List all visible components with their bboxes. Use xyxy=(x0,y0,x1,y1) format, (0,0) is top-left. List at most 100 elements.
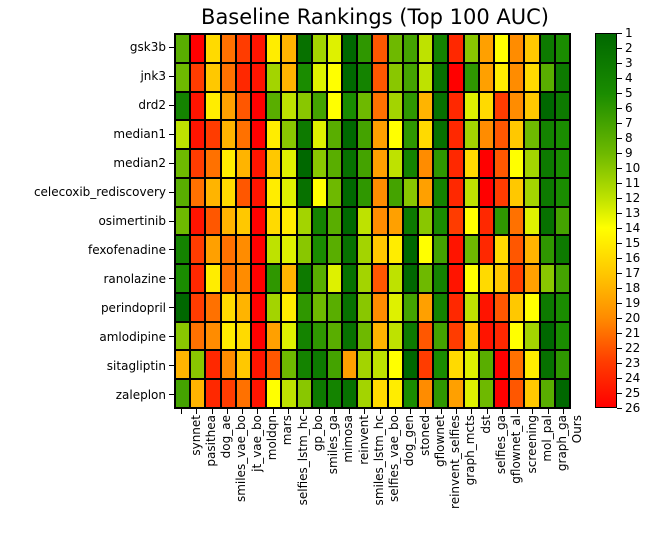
x-tick-mark xyxy=(288,409,290,414)
heatmap-cell xyxy=(478,34,495,63)
heatmap-cell xyxy=(235,350,251,380)
heatmap-cell xyxy=(235,292,251,322)
heatmap-cell xyxy=(433,206,449,236)
colorbar-tick-label: 18 xyxy=(625,280,641,295)
heatmap-cell xyxy=(250,177,267,207)
colorbar-tick-mark xyxy=(617,47,622,49)
heatmap-cell xyxy=(494,120,510,150)
heatmap-cell xyxy=(250,292,267,322)
heatmap-cell xyxy=(250,350,267,380)
heatmap-cell xyxy=(372,62,388,92)
heatmap-cell xyxy=(433,149,449,178)
heatmap-cell xyxy=(418,235,434,265)
heatmap-cell xyxy=(296,206,312,236)
heatmap-cell xyxy=(433,62,449,92)
heatmap-cell xyxy=(418,177,434,207)
heatmap-cell xyxy=(402,235,419,265)
heatmap-cell xyxy=(220,350,236,380)
heatmap-cell xyxy=(387,350,403,380)
y-tick-label: drd2 xyxy=(138,98,166,113)
colorbar-tick-mark xyxy=(617,242,622,244)
heatmap-cell xyxy=(509,120,525,150)
heatmap-cell xyxy=(478,292,495,322)
heatmap-cell xyxy=(175,350,191,380)
heatmap-cell xyxy=(463,120,479,150)
heatmap-cell xyxy=(326,264,343,293)
heatmap-cell xyxy=(357,149,373,178)
heatmap-cell xyxy=(554,177,570,207)
heatmap-cell xyxy=(554,91,570,121)
heatmap-cell xyxy=(387,264,403,293)
colorbar-tick-label: 6 xyxy=(625,100,633,115)
colorbar-tick-mark xyxy=(617,227,622,229)
heatmap-cell xyxy=(281,379,297,408)
colorbar-tick-mark xyxy=(617,302,622,304)
heatmap-cell xyxy=(463,379,479,408)
y-tick-mark xyxy=(169,46,174,48)
y-tick-label: fexofenadine xyxy=(88,242,166,257)
heatmap-cell xyxy=(494,177,510,207)
heatmap-cell xyxy=(372,321,388,351)
heatmap-cell xyxy=(266,149,282,178)
heatmap-cell xyxy=(494,321,510,351)
heatmap-cell xyxy=(357,379,373,408)
colorbar-tick-label: 26 xyxy=(625,400,641,415)
heatmap-cell xyxy=(387,321,403,351)
y-tick-label: perindopril xyxy=(100,300,166,315)
x-tick-label: graph_ga xyxy=(555,415,570,472)
heatmap-cell xyxy=(311,350,327,380)
x-tick-label: smiles_lstm_hc xyxy=(371,415,386,506)
heatmap-cell xyxy=(372,350,388,380)
x-tick-label: synnet xyxy=(188,415,203,456)
x-tick-mark xyxy=(410,409,412,414)
heatmap-cell xyxy=(220,235,236,265)
y-tick-label: median1 xyxy=(113,127,166,142)
heatmap-cell xyxy=(190,350,206,380)
heatmap-cell xyxy=(509,34,525,63)
x-tick-mark xyxy=(440,409,442,414)
heatmap-cell xyxy=(494,206,510,236)
heatmap-cell xyxy=(266,321,282,351)
colorbar-tick-mark xyxy=(617,122,622,124)
heatmap-cell xyxy=(235,206,251,236)
heatmap-cell xyxy=(296,34,312,63)
heatmap-cell xyxy=(205,379,221,408)
heatmap-cell xyxy=(524,149,540,178)
heatmap-cell xyxy=(266,350,282,380)
colorbar-tick-mark xyxy=(617,77,622,79)
x-tick-label: mars xyxy=(280,415,295,446)
heatmap-cell xyxy=(250,321,267,351)
x-tick-mark xyxy=(517,409,519,414)
x-tick-label: dog_ae xyxy=(219,415,234,459)
x-tick-label: dog_gen xyxy=(402,415,417,467)
colorbar-tick-mark xyxy=(617,392,622,394)
heatmap-cell xyxy=(357,264,373,293)
x-tick-mark xyxy=(394,409,396,414)
heatmap-cell xyxy=(175,235,191,265)
heatmap-cell xyxy=(296,235,312,265)
heatmap-cell xyxy=(372,206,388,236)
heatmap-cell xyxy=(402,321,419,351)
colorbar-tick-label: 4 xyxy=(625,70,633,85)
heatmap-cell xyxy=(190,292,206,322)
heatmap-cell xyxy=(205,91,221,121)
heatmap-cell xyxy=(235,62,251,92)
heatmap-cell xyxy=(205,206,221,236)
heatmap-cell xyxy=(281,264,297,293)
heatmap-cell xyxy=(478,264,495,293)
heatmap-cell xyxy=(190,34,206,63)
y-tick-mark xyxy=(169,133,174,135)
heatmap-cell xyxy=(433,91,449,121)
heatmap-cell xyxy=(175,206,191,236)
x-tick-mark xyxy=(211,409,213,414)
heatmap-cell xyxy=(539,264,555,293)
y-tick-mark xyxy=(169,249,174,251)
heatmap-cell xyxy=(175,120,191,150)
heatmap-cell xyxy=(418,206,434,236)
heatmap-cell xyxy=(250,235,267,265)
heatmap-cell xyxy=(281,321,297,351)
y-tick-label: amlodipine xyxy=(99,329,166,344)
heatmap-cell xyxy=(448,235,464,265)
heatmap-cell xyxy=(326,177,343,207)
heatmap-cell xyxy=(205,120,221,150)
